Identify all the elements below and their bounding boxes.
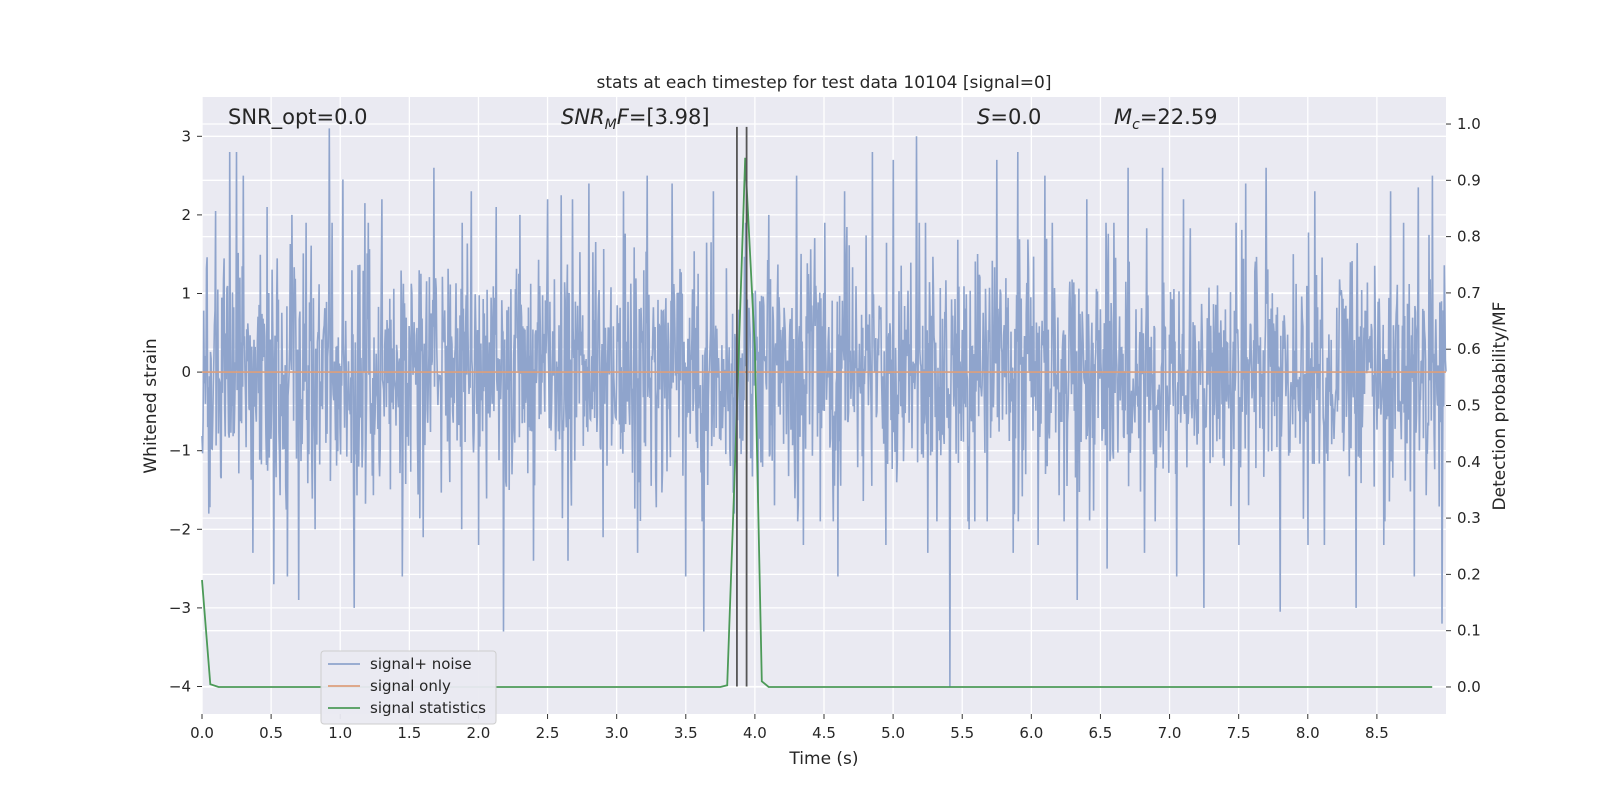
x-tick-label: 3.0 xyxy=(605,724,629,742)
y-tick-label-right: 0.3 xyxy=(1457,509,1481,527)
y-tick-label-left: −3 xyxy=(169,599,191,617)
y-tick-label-left: 2 xyxy=(181,206,191,224)
annotation-mc: Mc=22.59 xyxy=(1114,105,1218,133)
x-tick-label: 6.0 xyxy=(1019,724,1043,742)
x-tick-label: 6.5 xyxy=(1089,724,1113,742)
legend: signal+ noise signal only signal statist… xyxy=(320,650,497,725)
y-tick-label-right: 0.1 xyxy=(1457,622,1481,640)
y-tick-label-left: 0 xyxy=(181,363,191,381)
annotation-snr-opt: SNR_opt=0.0 xyxy=(228,105,368,130)
y-axis-label-right: Detection probability/MF xyxy=(1490,302,1510,511)
legend-box xyxy=(320,650,497,725)
x-tick-label: 2.0 xyxy=(467,724,491,742)
legend-label-signal-only: signal only xyxy=(370,677,451,695)
x-tick-label: 7.0 xyxy=(1158,724,1182,742)
x-axis-label: Time (s) xyxy=(788,749,858,769)
x-tick-label: 8.0 xyxy=(1296,724,1320,742)
y-tick-label-left: −1 xyxy=(169,442,191,460)
y-tick-label-right: 0.4 xyxy=(1457,453,1481,471)
vertical-markers xyxy=(736,126,748,687)
x-tick-label: 4.5 xyxy=(812,724,836,742)
y-tick-label-left: −2 xyxy=(169,520,191,538)
y-tick-label-left: 3 xyxy=(181,127,191,145)
x-tick-label: 5.5 xyxy=(950,724,974,742)
axis-ticks: 0.0 0.5 1.0 1.5 2.0 2.5 3.0 3.5 4.0 4.5 5.0 5.5 6.0 6… xyxy=(169,115,1481,742)
x-tick-label: 1.0 xyxy=(328,724,352,742)
y-tick-label-right: 1.0 xyxy=(1457,115,1481,133)
y-tick-label-right: 0.7 xyxy=(1457,284,1481,302)
chart-title: stats at each timestep for test data 101… xyxy=(597,73,1052,93)
x-tick-label: 0.0 xyxy=(190,724,214,742)
series-signal-noise-line xyxy=(201,128,1447,687)
x-tick-label: 7.5 xyxy=(1227,724,1251,742)
legend-label-signal-noise: signal+ noise xyxy=(370,655,472,673)
y-tick-label-right: 0.0 xyxy=(1457,678,1481,696)
noise-series xyxy=(201,128,1447,687)
x-tick-label: 4.0 xyxy=(743,724,767,742)
line-series xyxy=(201,157,1446,688)
y-tick-label-right: 0.2 xyxy=(1457,565,1481,583)
y-axis-label-left: Whitened strain xyxy=(141,338,161,473)
y-tick-label-right: 0.8 xyxy=(1457,228,1481,246)
y-tick-label-right: 0.6 xyxy=(1457,340,1481,358)
annotation-s: S=0.0 xyxy=(977,105,1041,129)
annotation-snr-mf: SNRMF=[3.98] xyxy=(561,105,710,133)
x-tick-label: 5.0 xyxy=(881,724,905,742)
x-tick-label: 8.5 xyxy=(1365,724,1389,742)
y-tick-label-left: 1 xyxy=(181,284,191,302)
y-tick-label-right: 0.5 xyxy=(1457,397,1481,415)
x-tick-label: 2.5 xyxy=(536,724,560,742)
y-tick-label-left: −4 xyxy=(169,677,191,695)
x-tick-label: 3.5 xyxy=(674,724,698,742)
series-signal-statistics-line xyxy=(201,157,1433,688)
x-tick-label: 0.5 xyxy=(259,724,283,742)
legend-label-signal-statistics: signal statistics xyxy=(370,699,486,717)
y-tick-label-right: 0.9 xyxy=(1457,171,1481,189)
x-tick-label: 1.5 xyxy=(397,724,421,742)
